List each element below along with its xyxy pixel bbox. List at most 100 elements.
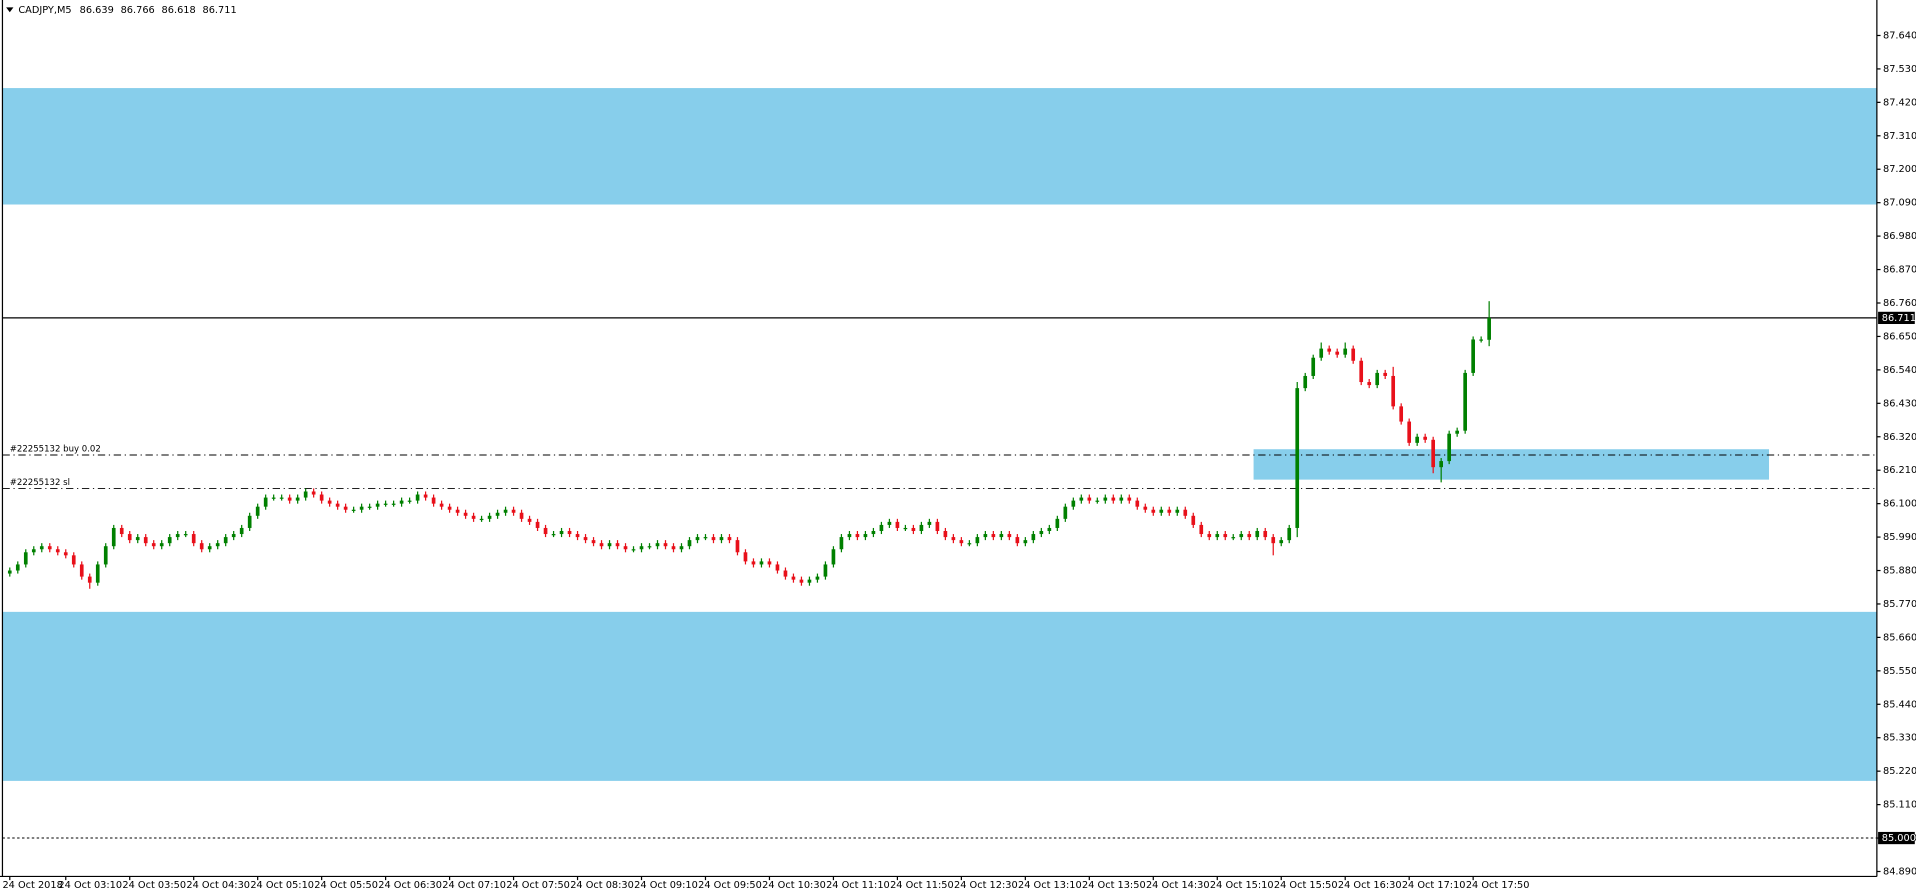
candle-body [951,537,956,541]
y-tick-label: 86.430 [1883,398,1916,409]
y-tick-label: 86.760 [1883,298,1916,309]
candle-body [1223,534,1228,538]
candle-body [799,579,804,583]
candle-body [495,512,500,516]
y-tick-label: 86.210 [1883,465,1916,476]
x-tick-label: 24 Oct 05:50 [314,880,378,891]
candle-body [383,503,388,505]
candle-body [823,564,828,577]
order-label: #22255132 sl [10,478,70,488]
candle-body [103,546,108,565]
chart-title: CADJPY,M5 86.639 86.766 86.618 86.711 [18,5,236,16]
candle-body [727,537,732,541]
candle-body [551,534,556,536]
y-tick-label: 87.640 [1883,30,1916,41]
candle-body [1111,497,1116,501]
candle-body [159,543,164,547]
candle-body [879,524,884,532]
x-tick-label: 24 Oct 03:10 [58,880,122,891]
candle-body [1407,421,1412,443]
candle-body [663,543,668,547]
candle-body [1399,406,1404,422]
candle-body [279,497,284,499]
candle-body [607,543,612,547]
candle-body [1047,527,1052,532]
candle-body [255,506,260,516]
open-value: 86.639 [80,5,114,16]
candle-body [63,552,68,556]
candle-body [631,549,636,551]
candle-body [1423,436,1428,440]
candle-body [1031,534,1036,541]
candle-body [855,534,860,538]
candle-body [999,534,1004,538]
candle-body [327,500,332,504]
candle-body [911,527,916,532]
candle-body [1319,348,1324,358]
y-tick-label: 85.660 [1883,632,1916,643]
candle-body [711,537,716,541]
candle-body [1327,348,1332,352]
candle-body [1271,537,1276,544]
alert-tag [1878,831,1915,845]
candle-body [31,549,36,553]
candle-body [943,531,948,538]
candle-body [143,537,148,544]
candle-body [863,534,868,538]
candle-body [1439,461,1444,468]
candle-body [1191,515,1196,525]
candle-body [223,537,228,544]
candle-body [1415,436,1420,443]
candle-body [1287,527,1292,541]
candle-body [647,546,652,548]
candle-body [871,531,876,535]
candle-body [1367,382,1372,386]
candle-body [967,543,972,545]
candle-body [503,509,508,513]
candle-body [1471,339,1475,373]
candle-body [1151,509,1156,513]
candle-body [511,509,516,513]
x-tick-label: 24 Oct 15:10 [1210,880,1274,891]
candle-body [1479,339,1483,341]
zone [1253,449,1770,480]
candle-body [1279,540,1284,544]
candle-body [1055,518,1060,528]
candle-body [831,549,836,565]
candle-body [391,503,396,505]
price-tag-label: 86.711 [1882,313,1916,324]
low-value: 86.618 [162,5,196,16]
candle-body [775,564,780,571]
menu-triangle[interactable] [6,7,14,13]
candle-body [1183,509,1188,516]
candle-body [1303,375,1308,389]
candle-body [55,549,60,553]
y-tick-label: 85.440 [1883,699,1916,710]
candle-body [135,537,140,541]
x-tick-label: 24 Oct 15:50 [1274,880,1338,891]
x-tick-label: 24 Oct 03:50 [122,880,186,891]
candle-body [1039,531,1044,535]
candle-body [1263,531,1268,538]
x-tick-label: 24 Oct 2018 [2,880,62,891]
price-tag [1878,311,1915,325]
candle-body [535,521,540,528]
x-tick-label: 24 Oct 16:30 [1338,880,1402,891]
candle-body [487,515,492,519]
candle-body [79,564,84,577]
candle-body [263,497,268,507]
x-tick-label: 24 Oct 05:10 [250,880,314,891]
candle-body [287,497,292,501]
y-tick-label: 87.310 [1883,131,1916,142]
candle-body [695,537,700,541]
candle-body [759,561,764,565]
symbol: CADJPY,M5 [18,5,71,16]
y-tick-label: 86.540 [1883,365,1916,376]
y-tick-label: 86.870 [1883,265,1916,276]
candle-body [671,546,676,550]
candle-body [1487,317,1491,340]
candle-body [231,534,236,538]
candle-body [311,491,316,495]
candle-body [935,521,940,532]
